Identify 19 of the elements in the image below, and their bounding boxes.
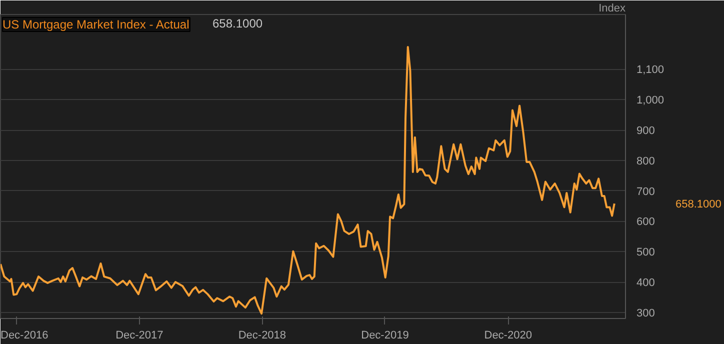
chart-title: US Mortgage Market Index - Actual [2,18,190,32]
y-tick-label: 400 [636,277,655,290]
x-tick-label: Dec-2018 [238,330,286,342]
text: 658.1000 [676,198,722,211]
x-tick-label: Dec-2017 [116,330,164,342]
x-tick-label: Dec-2016 [0,330,48,342]
y-tick-label: 1,000 [636,94,664,107]
x-tick-label: Dec-2019 [361,330,409,342]
y-tick-label: 900 [636,125,655,138]
y-tick-label: 600 [636,216,655,228]
y-tick-label: 1,100 [636,64,664,76]
line-series [0,46,616,315]
y-tick-label: 300 [636,307,655,320]
y-tick-label: 800 [636,155,655,168]
y-tick-label: 500 [636,246,655,259]
y-tick-label: 700 [636,186,655,198]
y-axis-title: Index [598,2,626,14]
x-tick-label: Dec-2020 [484,330,532,342]
annotation: 658.1000 [212,16,263,30]
